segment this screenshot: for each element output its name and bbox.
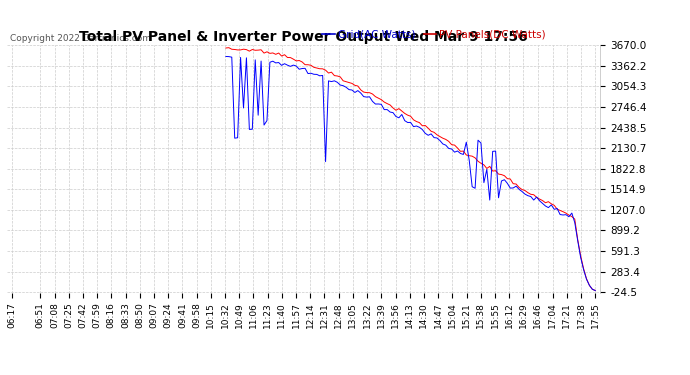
- Legend: Grid(AC Watts), PV Panels(DC Watts): Grid(AC Watts), PV Panels(DC Watts): [318, 26, 550, 44]
- Text: Copyright 2022 Cartronics.com: Copyright 2022 Cartronics.com: [10, 33, 151, 42]
- Title: Total PV Panel & Inverter Power Output Wed Mar 9 17:56: Total PV Panel & Inverter Power Output W…: [79, 30, 528, 44]
